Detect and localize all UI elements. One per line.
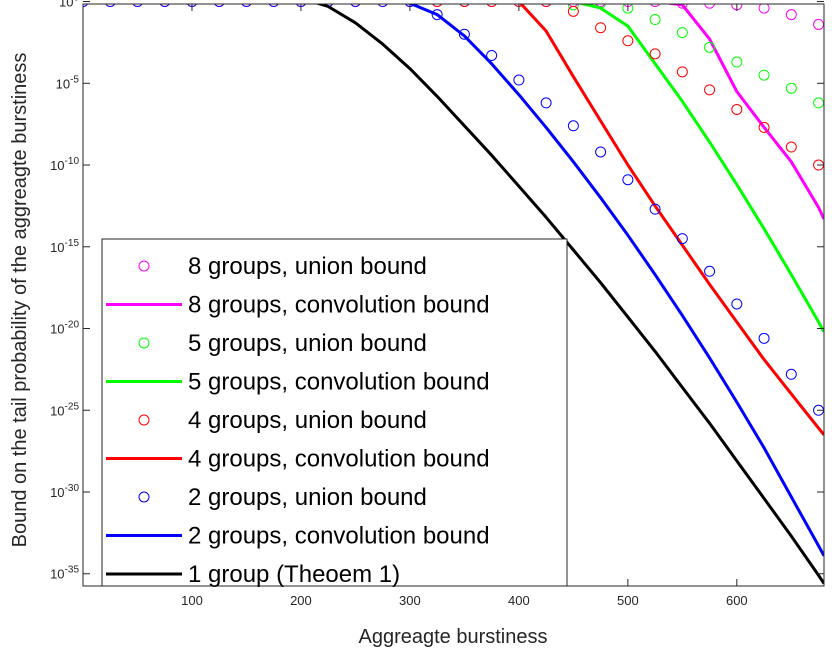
x-axis-title: Aggreagte burstiness [358,626,547,648]
y-tick-label: 10-5 [56,74,80,91]
series-layer [83,4,824,585]
series-point-2-groups-union-bound [268,4,279,8]
series-point-2-groups-union-bound [431,9,443,21]
series-point-5-groups-union-bound [785,82,797,94]
series-point-4-groups-union-bound [486,4,497,8]
x-tick-label: 300 [399,593,421,608]
series-point-2-groups-union-bound [731,298,743,310]
series-point-2-groups-union-bound [241,4,252,8]
series-point-5-groups-union-bound [704,41,716,53]
legend-label-2-groups-union-bound: 2 groups, union bound [188,484,427,511]
series-point-2-groups-union-bound [567,120,579,132]
legend-swatch-8-groups-union-bound [138,260,150,272]
series-line-1-group-theoem-1 [314,4,824,585]
y-axis-title: Bound on the tail probability of the agg… [9,53,31,548]
legend: 8 groups, union bound 8 groups, convoluti… [101,238,568,588]
y-tick-label: 100 [59,0,79,10]
legend-box [101,238,568,587]
legend-label-2-groups-convolution-bound: 2 groups, convolution bound [188,523,490,550]
series-point-8-groups-union-bound [758,4,770,14]
legend-label-8-groups-convolution-bound: 8 groups, convolution bound [188,292,490,319]
y-tick-label: 10-30 [50,483,79,500]
series-line-8-groups-convolution-bound [663,4,824,220]
legend-label-8-groups-union-bound: 8 groups, union bound [188,253,427,280]
series-point-4-groups-union-bound [541,4,552,8]
series-point-2-groups-union-bound [676,233,688,245]
series-point-5-groups-union-bound [649,14,661,26]
series-point-8-groups-union-bound [595,4,606,8]
legend-label-5-groups-union-bound: 5 groups, union bound [188,330,427,357]
y-tick-label: 10-25 [50,401,79,418]
series-point-4-groups-union-bound [704,84,716,96]
series-point-2-groups-union-bound [132,4,143,8]
legend-swatch-4-groups-union-bound [138,414,150,426]
series-point-2-groups-union-bound [540,97,552,109]
series-point-2-groups-union-bound [595,146,607,158]
legend-label-4-groups-convolution-bound: 4 groups, convolution bound [188,446,490,473]
series-point-2-groups-union-bound [486,49,498,61]
series-point-2-groups-union-bound [758,332,770,344]
x-tick-label: 100 [181,593,203,608]
series-point-2-groups-union-bound [458,28,470,40]
series-point-5-groups-union-bound [676,27,688,39]
series-point-4-groups-union-bound [758,121,770,133]
series-point-5-groups-union-bound [731,56,743,68]
legend-swatch-5-groups-union-bound [138,337,150,349]
series-point-2-groups-union-bound [785,368,797,380]
series-line-2-groups-convolution-bound [398,4,824,557]
series-point-4-groups-union-bound [459,4,470,8]
legend-label-1-group-theoem-1: 1 group (Theoem 1) [188,561,400,588]
series-point-4-groups-union-bound [567,5,579,17]
series-point-2-groups-union-bound [704,265,716,277]
series-point-5-groups-union-bound [622,4,634,14]
series-point-4-groups-union-bound [649,48,661,60]
y-tick-label: 10-35 [50,565,79,582]
series-point-5-groups-union-bound [758,69,770,81]
y-tick-label: 10-20 [50,320,79,337]
series-point-2-groups-union-bound [622,174,634,186]
x-tick-label: 400 [508,593,530,608]
x-tick-label: 200 [290,593,312,608]
series-point-2-groups-union-bound [350,4,361,8]
y-tick-label: 10-15 [50,238,79,255]
series-point-5-groups-union-bound [567,4,579,11]
series-point-4-groups-union-bound [785,141,797,153]
series-point-8-groups-union-bound [676,4,688,9]
series-point-8-groups-union-bound [704,4,716,9]
series-point-4-groups-union-bound [622,35,634,47]
x-tick-label: 500 [617,593,639,608]
axis-layer: 100 200 300 400 500 600 100 10-5 10-10 10-15 10-20… [50,0,824,608]
y-tick-label: 10-10 [50,156,79,173]
legend-label-4-groups-union-bound: 4 groups, union bound [188,407,427,434]
series-line-5-groups-convolution-bound [577,4,824,333]
series-point-2-groups-union-bound [214,4,225,8]
series-point-2-groups-union-bound [105,4,116,8]
x-tick-label: 600 [726,593,748,608]
series-point-2-groups-union-bound [649,203,661,215]
series-point-8-groups-union-bound [785,9,797,21]
series-point-8-groups-union-bound [650,4,661,8]
series-point-4-groups-union-bound [676,66,688,78]
legend-swatch-2-groups-union-bound [138,491,150,503]
series-point-4-groups-union-bound [595,22,607,34]
series-point-4-groups-union-bound [731,103,743,115]
legend-label-5-groups-convolution-bound: 5 groups, convolution bound [188,369,490,396]
series-point-2-groups-union-bound [159,4,170,8]
series-line-4-groups-convolution-bound [519,4,824,436]
series-point-4-groups-union-bound [432,4,443,8]
series-point-2-groups-union-bound [513,74,525,86]
series-point-2-groups-union-bound [377,4,388,8]
